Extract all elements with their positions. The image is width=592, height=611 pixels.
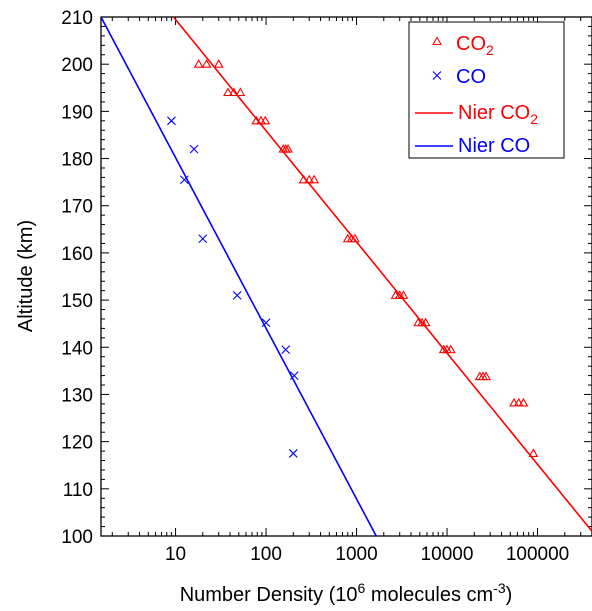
data-point-triangle: [193, 59, 204, 68]
series-2: [172, 17, 592, 532]
data-point-triangle: [528, 448, 539, 457]
data-point-triangle: [260, 115, 271, 125]
y-tick-label: 120: [61, 433, 93, 454]
y-tick-label: 110: [63, 480, 93, 501]
data-point-x: [261, 318, 271, 328]
data-point-triangle: [283, 144, 293, 153]
data-point-triangle: [445, 344, 456, 354]
data-point-triangle: [513, 397, 524, 407]
data-point-triangle: [228, 87, 239, 97]
x-tick-label: 10: [165, 544, 186, 565]
y-tick-label: 100: [61, 527, 93, 548]
y-axis-ticks: 100 110 120 130 140 150 160 170 180 190 200 210: [61, 8, 592, 548]
data-point-triangle: [201, 59, 212, 68]
x-axis-title: Number Density (106 molecules cm-3): [180, 580, 513, 606]
data-point-triangle: [223, 87, 233, 97]
x-tick-label: 100: [250, 544, 282, 565]
data-point-x: [179, 175, 189, 185]
legend-label-nier-co2: Nier CO2: [458, 102, 538, 127]
data-point-x: [167, 116, 176, 126]
data-point-triangle: [481, 371, 492, 381]
y-tick-label: 210: [61, 8, 93, 29]
y-tick-label: 140: [61, 338, 93, 359]
legend-label-nier-co: Nier CO: [458, 135, 530, 157]
data-point-x: [198, 234, 208, 244]
data-point-triangle: [518, 397, 529, 407]
data-point-x: [232, 290, 242, 300]
x-tick-label: 10000: [421, 544, 474, 565]
legend-label-co: CO: [456, 66, 486, 88]
data-point-x: [289, 371, 299, 380]
series-3: [101, 17, 377, 536]
legend-co-marker: [432, 71, 442, 80]
data-point-triangle: [235, 87, 246, 97]
data-point-x: [288, 449, 298, 458]
y-axis-title: Altitude (km): [15, 220, 37, 332]
y-tick-label: 200: [61, 55, 93, 76]
legend-co2-marker: [432, 36, 442, 46]
data-point-triangle: [509, 397, 519, 407]
data-point-triangle: [309, 174, 320, 184]
fit-line: [172, 17, 592, 532]
fit-line: [101, 17, 377, 536]
x-axis-ticks: 10 100 1000 10000 100000: [111, 17, 592, 565]
y-tick-label: 180: [61, 150, 93, 171]
y-tick-label: 130: [61, 385, 93, 406]
y-tick-label: 170: [61, 197, 93, 218]
legend: CO2 CO Nier CO2 Nier CO: [408, 21, 565, 159]
series-layer: [101, 17, 592, 536]
y-tick-label: 160: [61, 244, 93, 265]
y-tick-label: 190: [61, 102, 93, 123]
data-point-triangle: [213, 59, 224, 68]
series-1: [167, 116, 299, 458]
x-tick-label: 1000: [335, 544, 377, 565]
x-tick-label: 100000: [506, 544, 569, 565]
y-tick-label: 150: [61, 291, 93, 312]
data-point-x: [281, 345, 291, 355]
data-point-x: [189, 144, 199, 154]
plot-frame: [100, 16, 592, 537]
legend-label-co2: CO2: [456, 33, 494, 58]
